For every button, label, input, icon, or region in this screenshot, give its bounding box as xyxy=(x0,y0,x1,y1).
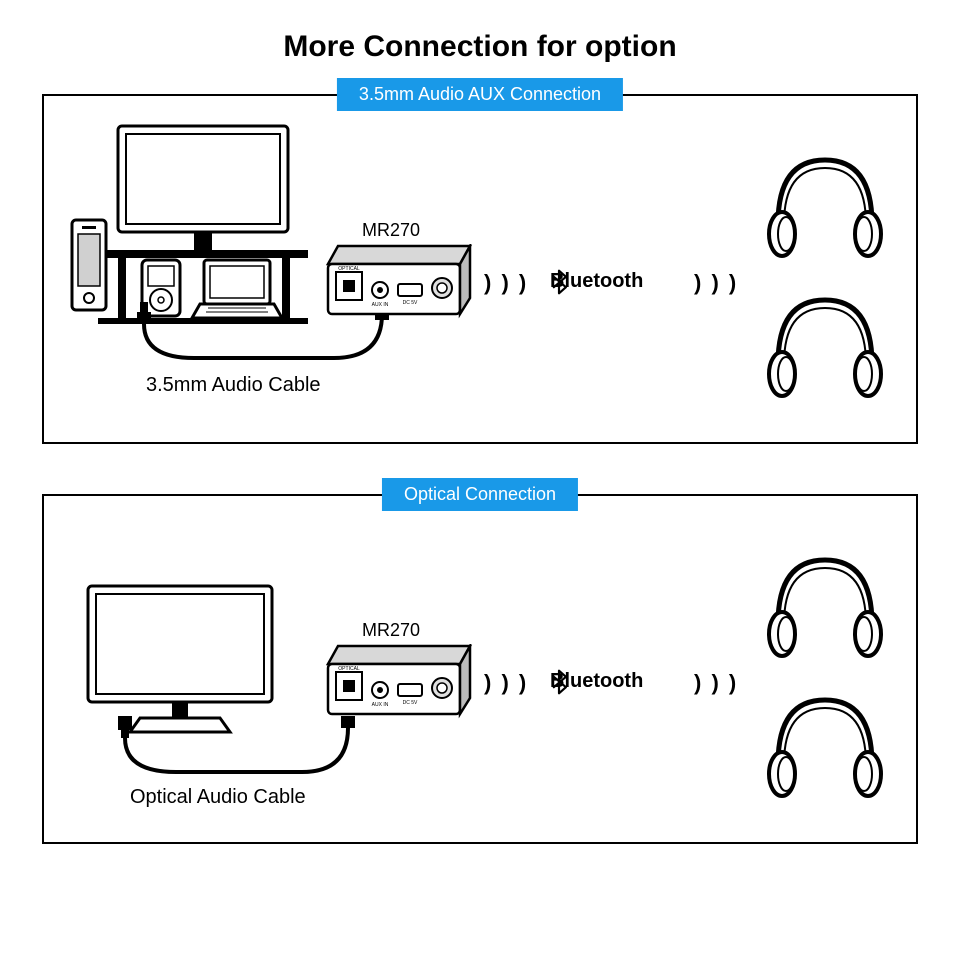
cable-label-aux: 3.5mm Audio Cable xyxy=(146,374,321,397)
headphones-icon xyxy=(760,686,890,804)
transmitter-icon: OPTICAL AUX IN DC 5V xyxy=(324,644,474,720)
bluetooth-icon xyxy=(550,269,568,295)
panel-optical: Optical Connection OPTICAL AUX IN xyxy=(42,494,918,844)
headphones-icon xyxy=(760,146,890,264)
headphones-icon xyxy=(760,546,890,664)
device-model-label: MR270 xyxy=(362,620,420,641)
bluetooth-label: Bluetooth xyxy=(550,270,643,293)
device-model-label: MR270 xyxy=(362,220,420,241)
svg-text:OPTICAL: OPTICAL xyxy=(338,666,360,672)
signal-waves-icon: ) ) ) xyxy=(484,270,528,296)
cable-label-optical: Optical Audio Cable xyxy=(130,786,306,809)
signal-waves-icon: ) ) ) xyxy=(484,670,528,696)
panel-aux: 3.5mm Audio AUX Connection xyxy=(42,94,918,444)
signal-waves-icon: ) ) ) xyxy=(694,670,738,696)
signal-waves-icon: ) ) ) xyxy=(694,270,738,296)
svg-text:DC 5V: DC 5V xyxy=(403,700,418,706)
svg-text:OPTICAL: OPTICAL xyxy=(338,266,360,272)
optical-cable-icon xyxy=(116,716,376,786)
headphones-icon xyxy=(760,286,890,404)
svg-text:AUX IN: AUX IN xyxy=(372,302,389,308)
bluetooth-icon xyxy=(550,669,568,695)
svg-text:AUX IN: AUX IN xyxy=(372,702,389,708)
bluetooth-label: Bluetooth xyxy=(550,670,643,693)
transmitter-icon: OPTICAL AUX IN DC 5V xyxy=(324,244,474,320)
svg-text:DC 5V: DC 5V xyxy=(403,300,418,306)
